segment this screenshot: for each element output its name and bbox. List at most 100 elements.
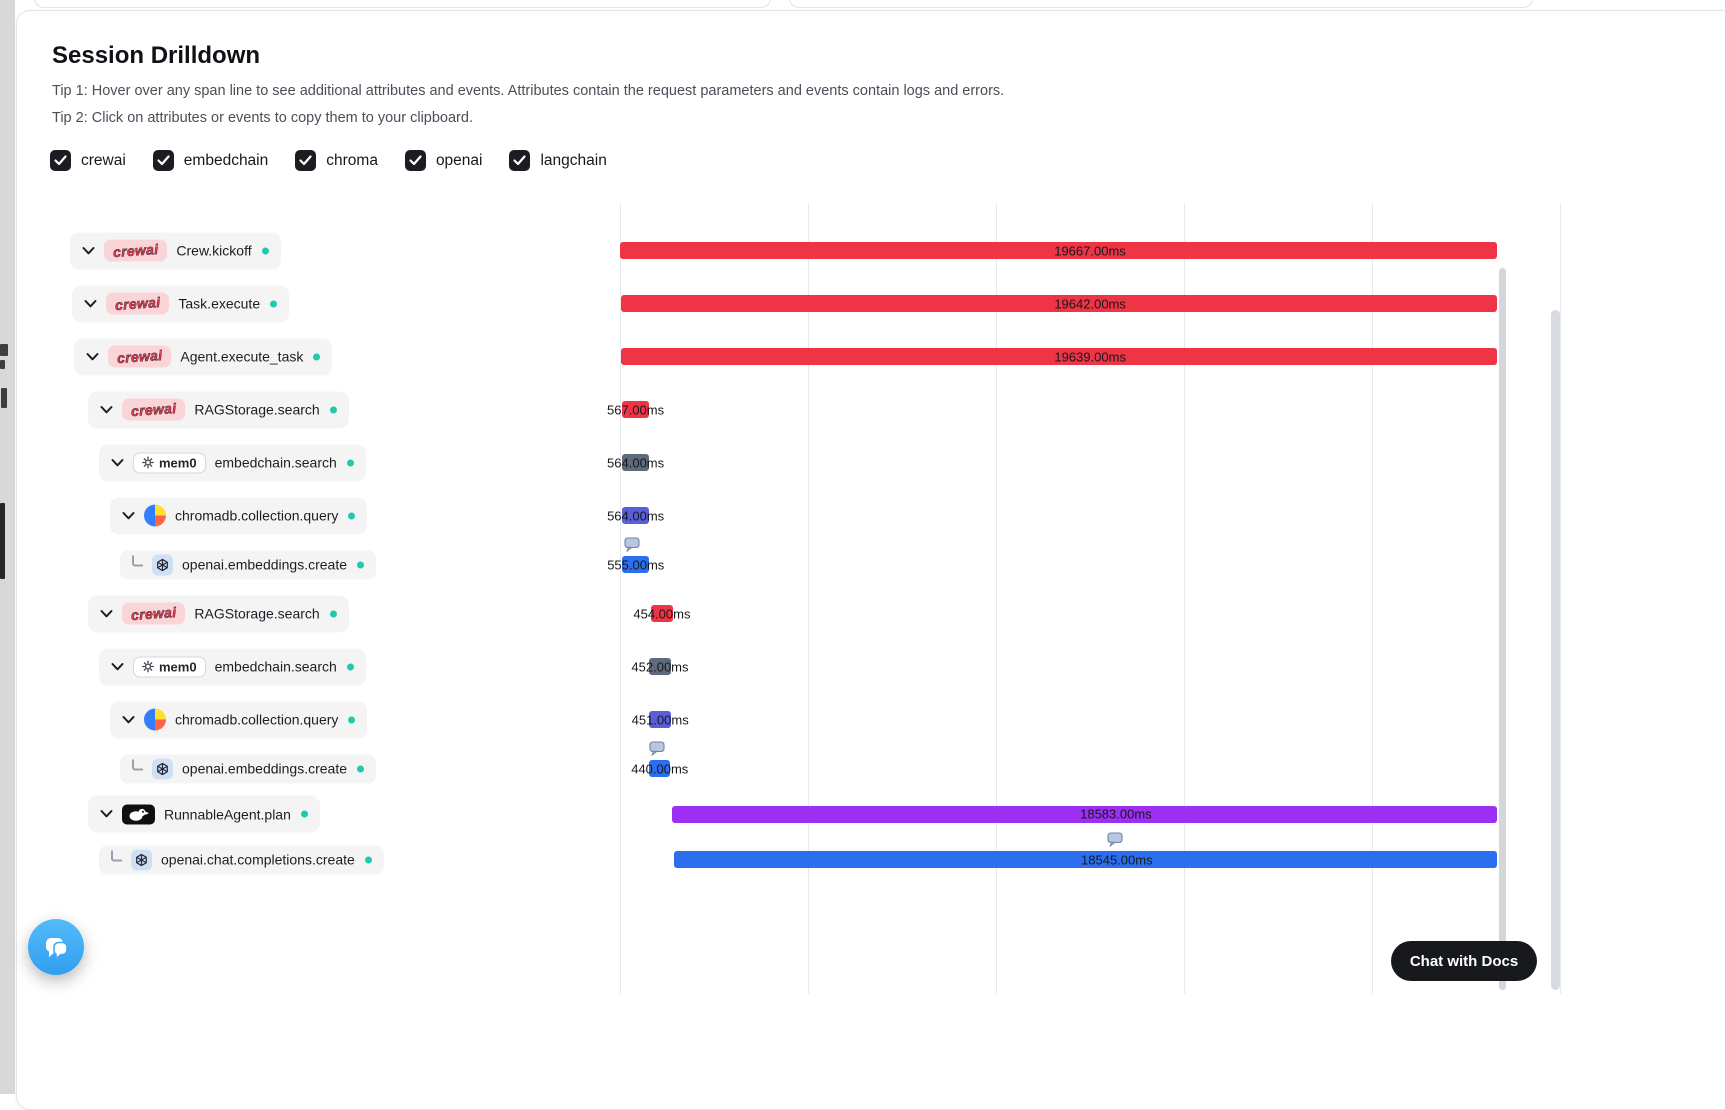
status-dot (357, 561, 365, 568)
span-duration-label: 564.00ms (607, 455, 665, 470)
tip-2: Tip 2: Click on attributes or events to … (52, 110, 473, 126)
status-dot (313, 353, 321, 360)
trace-scrollbar[interactable] (1499, 268, 1506, 990)
trace-row: crewai Crew.kickoff 19667.00ms (0, 224, 1497, 277)
page-left-edge (0, 0, 15, 1094)
filter-langchain[interactable]: langchain (509, 150, 607, 171)
page-scrollbar[interactable] (1551, 310, 1560, 990)
chat-with-docs-button[interactable]: Chat with Docs (1391, 941, 1537, 981)
span-duration-bar[interactable] (620, 242, 1497, 259)
filter-openai[interactable]: openai (404, 150, 482, 171)
span-duration-bar[interactable] (622, 507, 650, 524)
span-label[interactable]: chromadb.collection.query (110, 701, 368, 738)
chevron-down-icon[interactable] (100, 609, 113, 618)
timeline-gridline (1184, 204, 1185, 994)
crewai-logo: crewai (106, 292, 170, 315)
event-bubble-icon[interactable] (1107, 832, 1123, 852)
trace-rows: crewai Crew.kickoff 19667.00ms crewai Task.e… (0, 224, 1497, 882)
chevron-down-icon[interactable] (122, 715, 135, 724)
top-card-left (34, 0, 771, 8)
span-duration-bar[interactable] (622, 556, 649, 573)
span-duration-label: 451.00ms (631, 712, 689, 727)
filter-chroma[interactable]: chroma (295, 150, 378, 171)
span-duration-bar[interactable] (649, 711, 671, 728)
span-duration-bar[interactable] (622, 454, 650, 471)
span-name: openai.embeddings.create (182, 760, 348, 777)
span-label[interactable]: crewai RAGStorage.search (88, 595, 349, 632)
filter-crewai[interactable]: crewai (50, 150, 126, 171)
event-bubble-icon[interactable] (649, 741, 665, 761)
timeline-gridline (996, 204, 997, 994)
crewai-logo: crewai (122, 602, 186, 625)
openai-logo (131, 849, 152, 870)
timeline-gridline (620, 204, 621, 994)
span-name: openai.chat.completions.create (161, 851, 355, 868)
gear-icon (142, 456, 154, 469)
span-label[interactable]: crewai RAGStorage.search (88, 391, 349, 428)
trace-row: openai.embeddings.create 440.00ms (0, 741, 1497, 791)
tree-elbow-connector (111, 850, 122, 862)
status-dot (357, 765, 365, 772)
span-duration-bar[interactable] (622, 401, 650, 418)
span-duration-label: 19642.00ms (1054, 296, 1126, 311)
chevron-down-icon[interactable] (86, 352, 99, 361)
span-label[interactable]: openai.embeddings.create (120, 754, 377, 783)
span-duration-bar[interactable] (649, 658, 671, 675)
chevron-down-icon[interactable] (84, 299, 97, 308)
clipped-background-mark (0, 503, 5, 579)
checkbox-checked-icon[interactable] (404, 150, 426, 171)
span-label[interactable]: RunnableAgent.plan (88, 795, 320, 833)
span-duration-bar[interactable] (651, 605, 673, 622)
trace-row: openai.embeddings.create 555.00ms (0, 537, 1497, 587)
timeline-gridline (808, 204, 809, 994)
span-label[interactable]: crewai Task.execute (72, 285, 290, 322)
span-duration-bar[interactable] (620, 348, 1497, 365)
mem0-logo: mem0 (133, 452, 206, 473)
span-name: Agent.execute_task (180, 348, 304, 365)
filter-label: crewai (81, 151, 126, 169)
trace-row: crewai RAGStorage.search 454.00ms (0, 587, 1497, 640)
crewai-logo: crewai (122, 398, 186, 421)
checkbox-checked-icon[interactable] (509, 150, 531, 171)
checkbox-checked-icon[interactable] (50, 150, 71, 171)
langchain-logo (122, 804, 155, 824)
chevron-down-icon[interactable] (122, 511, 135, 520)
filter-embedchain[interactable]: embedchain (152, 150, 268, 171)
span-label[interactable]: mem0 embedchain.search (99, 444, 366, 481)
mem0-logo: mem0 (133, 656, 206, 677)
trace-row: openai.chat.completions.create 18545.00ms (0, 832, 1497, 882)
span-duration-bar[interactable] (620, 295, 1497, 312)
span-label[interactable]: openai.embeddings.create (120, 550, 377, 579)
chevron-down-icon[interactable] (100, 405, 113, 414)
trace-row: crewai RAGStorage.search 567.00ms (0, 383, 1497, 436)
checkbox-checked-icon[interactable] (295, 150, 317, 171)
span-name: chromadb.collection.query (175, 711, 339, 728)
span-label[interactable]: openai.chat.completions.create (99, 845, 384, 874)
chevron-down-icon[interactable] (111, 662, 124, 671)
span-label[interactable]: crewai Agent.execute_task (74, 338, 333, 375)
span-label[interactable]: crewai Crew.kickoff (70, 232, 281, 269)
page-title: Session Drilldown (52, 42, 261, 69)
status-dot (329, 610, 337, 617)
clipped-background-mark (0, 360, 5, 369)
chevron-down-icon[interactable] (82, 246, 95, 255)
chevron-down-icon[interactable] (100, 810, 113, 819)
timeline-grid (0, 204, 1725, 994)
span-duration-bar[interactable] (649, 760, 671, 777)
filter-label: langchain (540, 151, 607, 169)
status-dot (346, 459, 354, 466)
trace-row: RunnableAgent.plan 18583.00ms (0, 791, 1497, 837)
span-name: chromadb.collection.query (175, 507, 339, 524)
span-label[interactable]: chromadb.collection.query (110, 497, 368, 534)
trace-row: crewai Task.execute 19642.00ms (0, 277, 1497, 330)
event-bubble-icon[interactable] (624, 537, 640, 557)
span-duration-label: 564.00ms (607, 508, 665, 523)
trace-row: chromadb.collection.query 564.00ms (0, 489, 1497, 542)
status-dot (364, 856, 372, 863)
chat-widget-launcher[interactable] (28, 919, 84, 975)
span-label[interactable]: mem0 embedchain.search (99, 648, 366, 685)
checkbox-checked-icon[interactable] (152, 150, 174, 171)
span-duration-bar[interactable] (671, 805, 1497, 823)
span-duration-bar[interactable] (673, 851, 1497, 868)
chevron-down-icon[interactable] (111, 458, 124, 467)
